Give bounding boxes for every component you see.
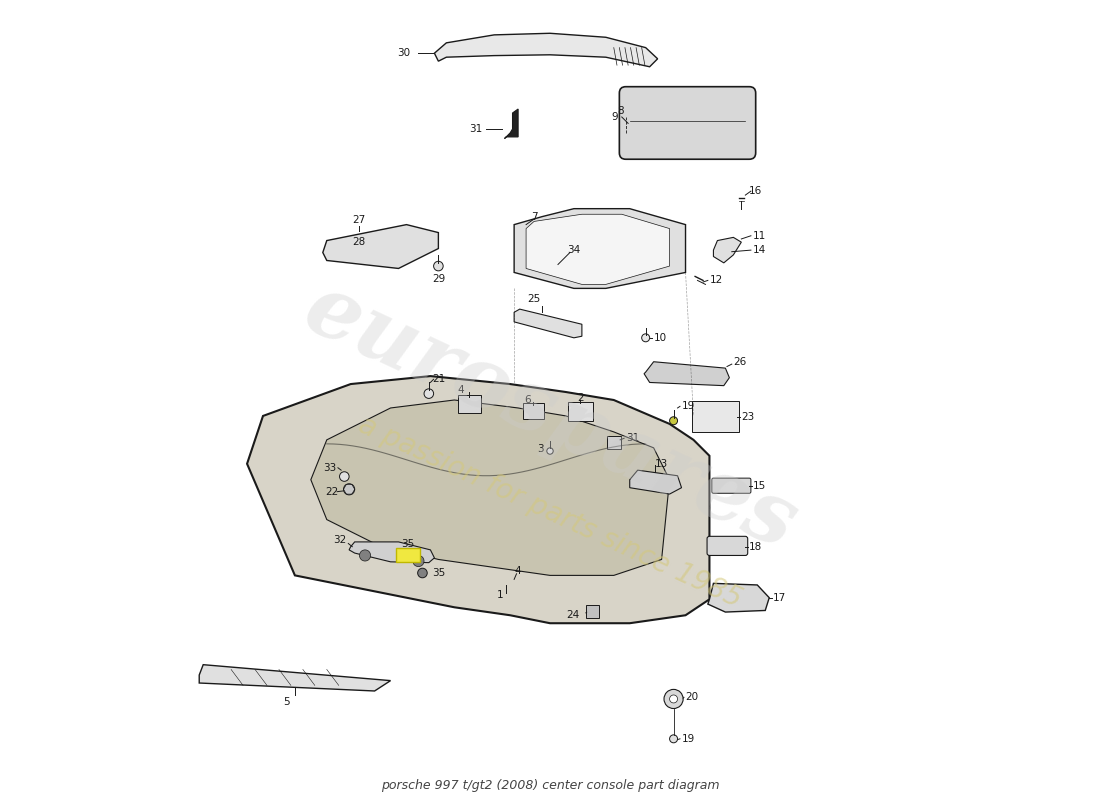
Polygon shape: [322, 225, 439, 269]
Circle shape: [641, 334, 650, 342]
Text: 10: 10: [653, 333, 667, 343]
Polygon shape: [714, 238, 741, 263]
Text: 25: 25: [527, 294, 541, 304]
Text: 35: 35: [402, 539, 415, 549]
Circle shape: [360, 550, 371, 561]
Text: 17: 17: [773, 593, 786, 602]
Polygon shape: [505, 109, 518, 138]
Text: 6: 6: [525, 395, 531, 405]
Text: 32: 32: [333, 534, 346, 545]
Text: 2: 2: [578, 394, 584, 403]
FancyBboxPatch shape: [458, 395, 481, 413]
Circle shape: [424, 389, 433, 398]
FancyBboxPatch shape: [712, 478, 751, 494]
Circle shape: [340, 472, 349, 482]
Text: 29: 29: [432, 274, 446, 284]
Text: 34: 34: [568, 245, 581, 255]
Circle shape: [412, 555, 424, 566]
Polygon shape: [248, 376, 710, 623]
FancyBboxPatch shape: [619, 86, 756, 159]
Text: 18: 18: [749, 542, 762, 552]
Text: 31: 31: [469, 124, 482, 134]
FancyBboxPatch shape: [692, 401, 739, 432]
Text: porsche 997 t/gt2 (2008) center console part diagram: porsche 997 t/gt2 (2008) center console …: [381, 779, 719, 792]
Text: 23: 23: [741, 412, 755, 422]
Text: 9: 9: [612, 112, 618, 122]
Circle shape: [343, 484, 354, 495]
Text: 8: 8: [617, 106, 624, 117]
FancyBboxPatch shape: [568, 402, 593, 421]
Circle shape: [670, 695, 678, 703]
Text: 24: 24: [566, 610, 580, 620]
FancyBboxPatch shape: [586, 605, 600, 618]
Polygon shape: [514, 209, 685, 288]
Text: 1: 1: [497, 590, 504, 600]
Text: 33: 33: [323, 462, 337, 473]
Circle shape: [664, 690, 683, 709]
Circle shape: [433, 262, 443, 271]
Text: 13: 13: [654, 458, 668, 469]
Text: eurospares: eurospares: [290, 266, 810, 566]
Text: 19: 19: [682, 402, 695, 411]
Text: 15: 15: [754, 481, 767, 491]
Text: 4: 4: [458, 386, 464, 395]
Circle shape: [670, 735, 678, 743]
Text: 27: 27: [352, 214, 365, 225]
Polygon shape: [199, 665, 390, 691]
Text: 19: 19: [682, 734, 695, 744]
Polygon shape: [629, 470, 682, 494]
Text: 11: 11: [754, 230, 767, 241]
Circle shape: [418, 568, 427, 578]
Polygon shape: [526, 214, 670, 285]
Polygon shape: [514, 309, 582, 338]
Text: 22: 22: [326, 486, 339, 497]
Text: 30: 30: [397, 48, 410, 58]
Polygon shape: [645, 362, 729, 386]
Polygon shape: [349, 542, 434, 562]
Text: 26: 26: [734, 357, 747, 366]
Polygon shape: [311, 400, 670, 575]
FancyBboxPatch shape: [707, 536, 748, 555]
Text: 5: 5: [284, 697, 290, 706]
Text: 16: 16: [749, 186, 762, 196]
FancyBboxPatch shape: [522, 403, 543, 419]
Text: 3: 3: [537, 445, 543, 454]
Text: 31: 31: [626, 434, 639, 443]
FancyBboxPatch shape: [606, 436, 621, 449]
Text: a passion for parts since 1985: a passion for parts since 1985: [354, 410, 746, 613]
Polygon shape: [708, 583, 769, 612]
Text: 28: 28: [352, 237, 365, 246]
Polygon shape: [434, 34, 658, 66]
Text: 4: 4: [515, 566, 521, 577]
Text: 12: 12: [710, 275, 723, 286]
Text: 21: 21: [432, 374, 446, 384]
Text: 14: 14: [754, 245, 767, 255]
Text: 35: 35: [432, 568, 446, 578]
FancyBboxPatch shape: [396, 548, 420, 562]
Text: 7: 7: [530, 212, 538, 222]
Circle shape: [670, 417, 678, 425]
Text: 20: 20: [685, 691, 698, 702]
Circle shape: [547, 448, 553, 454]
